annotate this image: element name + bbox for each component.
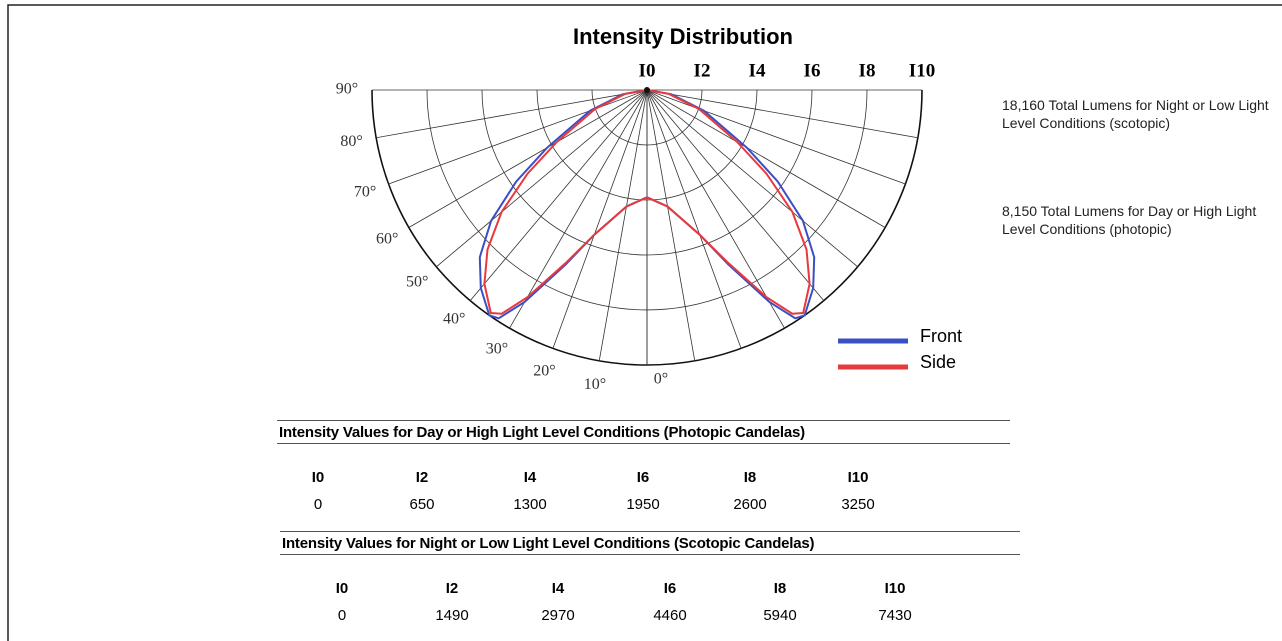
grid-spoke [436, 89, 648, 268]
column-header: I10 [884, 580, 906, 597]
table-cell: 2970 [541, 607, 575, 624]
grid-spoke [646, 89, 886, 228]
table-cell: 4460 [653, 607, 687, 624]
grid-spoke [376, 89, 648, 139]
table: Intensity Values for Day or High Light L… [277, 420, 1010, 521]
column-header: I2 [415, 469, 429, 486]
grid-spoke [598, 89, 648, 361]
column-header: I6 [636, 469, 650, 486]
grid-spoke [469, 89, 648, 301]
grid-spoke [646, 89, 742, 349]
theta-tick-label: 10° [584, 376, 606, 393]
table-cell: 650 [409, 496, 435, 513]
table-cell: 1950 [626, 496, 660, 513]
grid-spoke [646, 89, 785, 329]
table: Intensity Values for Night or Low Light … [280, 531, 1020, 632]
theta-tick-label: 80° [340, 133, 362, 150]
theta-tick-label: 0° [654, 371, 668, 388]
grid-spoke [408, 89, 648, 228]
grid-spoke [646, 89, 918, 139]
table-cell: 0 [313, 496, 323, 513]
table-title: Intensity Values for Night or Low Light … [280, 532, 1020, 555]
center-dot [644, 87, 650, 93]
r-tick-label: I6 [804, 60, 821, 81]
column-header: I4 [523, 469, 537, 486]
column-header: I0 [335, 580, 349, 597]
table-cell: 5940 [763, 607, 797, 624]
column-header: I10 [847, 469, 869, 486]
series-line [483, 89, 648, 315]
grid-spoke [646, 89, 825, 301]
legend-label: Front [920, 326, 962, 346]
theta-tick-label: 40° [443, 310, 465, 327]
table-cell: 1490 [435, 607, 469, 624]
theta-tick-label: 70° [354, 183, 376, 200]
column-header: I2 [445, 580, 459, 597]
theta-tick-label: 60° [376, 231, 398, 248]
chart-title: Intensity Distribution [573, 24, 793, 49]
column-header: I6 [663, 580, 677, 597]
column-header: I0 [311, 469, 325, 486]
legend-label: Side [920, 352, 956, 372]
table-cell: 2600 [733, 496, 767, 513]
grid-spoke [509, 89, 648, 329]
theta-tick-label: 90° [336, 81, 358, 98]
column-header: I8 [773, 580, 787, 597]
theta-tick-label: 30° [486, 340, 508, 357]
theta-tick-label: 50° [406, 274, 428, 291]
table-cell: 1300 [513, 496, 547, 513]
note: 18,160 Total Lumens for Night or Low Lig… [1002, 97, 1269, 131]
series-line [646, 89, 811, 315]
table-cell: 3250 [841, 496, 875, 513]
theta-tick-label: 20° [533, 363, 555, 380]
series-line [646, 89, 816, 320]
r-tick-label: I2 [694, 60, 711, 81]
r-tick-label: I4 [749, 60, 766, 81]
grid-spoke [646, 89, 906, 185]
grid-spoke [646, 89, 696, 361]
table-cell: 0 [337, 607, 347, 624]
r-tick-label: I8 [859, 60, 876, 81]
note: 8,150 Total Lumens for Day or High Light… [1002, 203, 1257, 237]
grid-spoke [552, 89, 648, 349]
series-line [478, 89, 648, 320]
table-title: Intensity Values for Day or High Light L… [277, 421, 1010, 444]
table-cell: 7430 [878, 607, 912, 624]
grid-spoke [646, 89, 858, 268]
frame [7, 4, 1282, 641]
grid-spoke [388, 89, 648, 185]
column-header: I8 [743, 469, 757, 486]
column-header: I4 [551, 580, 565, 597]
r-tick-label: I10 [909, 60, 935, 81]
r-tick-label: I0 [639, 60, 656, 81]
